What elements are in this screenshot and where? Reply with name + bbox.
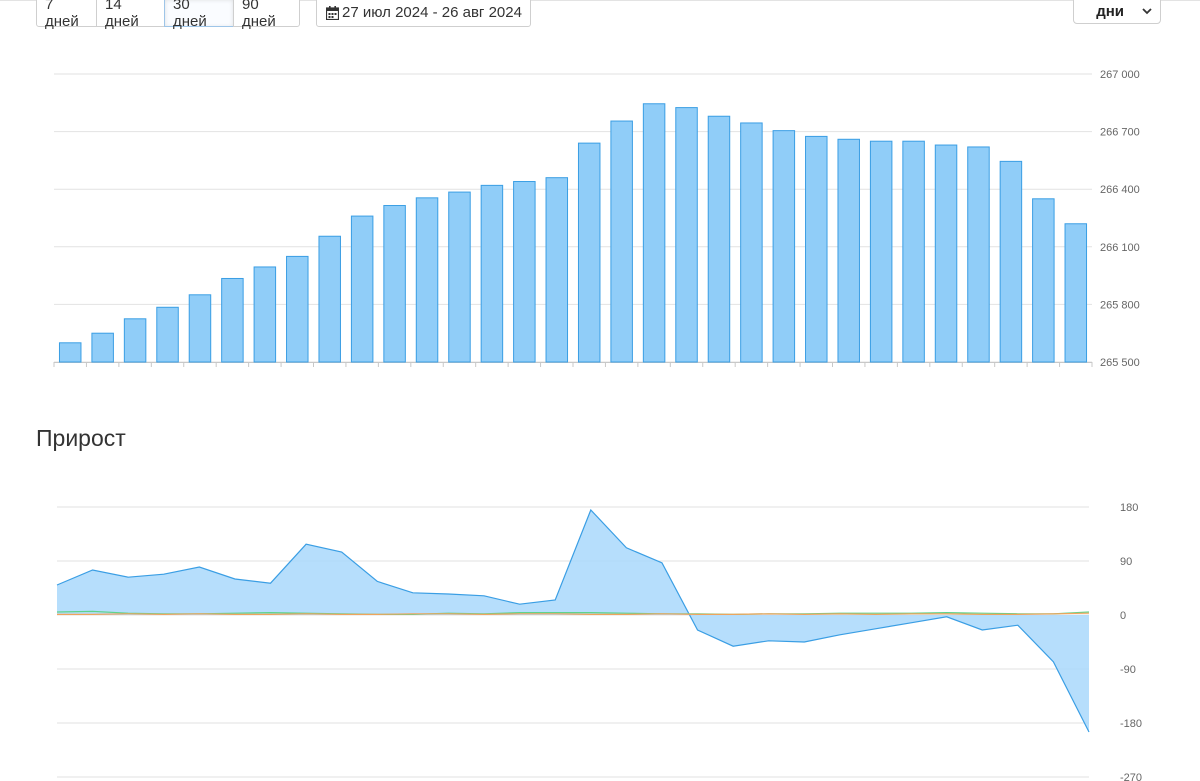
y-tick-label: -90 <box>1120 664 1136 676</box>
bar <box>740 122 763 363</box>
granularity-value: дни <box>1096 2 1124 20</box>
y-tick-label: 265 800 <box>1100 299 1140 311</box>
bar <box>286 255 309 363</box>
date-range-label: 27 июл 2024 - 26 авг 2024 <box>342 4 522 21</box>
date-range-picker[interactable]: 27 июл 2024 - 26 авг 2024 <box>316 0 531 27</box>
growth-title: Прирост <box>36 425 126 451</box>
period-90-button[interactable]: 90 дней <box>233 0 300 30</box>
bar <box>577 142 601 363</box>
bar <box>902 140 925 363</box>
growth-area-chart: 180 90 0 -90 -180 -270 <box>56 502 1142 781</box>
bar <box>642 103 666 363</box>
growth-line <box>56 508 1090 733</box>
chevron-down-icon <box>1142 7 1152 14</box>
bar <box>999 160 1023 363</box>
bar <box>1064 223 1088 363</box>
y-tick-label: -270 <box>1120 772 1142 781</box>
calendar-icon <box>326 5 339 20</box>
bar <box>675 107 698 363</box>
y-tick-label: 266 400 <box>1100 184 1140 196</box>
bar <box>934 144 958 363</box>
bar <box>383 205 406 363</box>
period-14-button[interactable]: 14 дней <box>96 0 165 30</box>
period-30-button[interactable]: 30 дней <box>164 0 234 30</box>
bar <box>448 191 471 363</box>
bar-chart: 267 000 266 700 266 400 266 100 265 800 265 5… <box>53 69 1140 369</box>
bar <box>837 138 860 363</box>
bar <box>253 266 277 363</box>
bar <box>188 294 212 363</box>
period-7-button[interactable]: 7 дней <box>36 0 97 30</box>
granularity-select[interactable]: дни <box>1073 0 1161 24</box>
divider <box>0 0 1200 1</box>
bar <box>58 342 82 363</box>
bar <box>707 115 731 363</box>
y-tick-label: 0 <box>1120 610 1126 622</box>
bar <box>610 120 633 363</box>
y-tick-label: 266 100 <box>1100 242 1140 254</box>
secondary-series-line <box>56 610 1090 616</box>
bar <box>350 215 374 363</box>
bar <box>91 332 114 363</box>
y-tick-label: 267 000 <box>1100 69 1140 81</box>
bar <box>869 140 893 363</box>
bar <box>513 181 536 363</box>
bar <box>221 277 244 363</box>
bar <box>415 197 439 363</box>
y-tick-label: 180 <box>1120 502 1138 514</box>
period-selector: 7 дней 14 дней 30 дней 90 дней <box>36 0 300 30</box>
bar <box>480 184 504 363</box>
bar <box>156 306 179 363</box>
bar <box>772 130 796 363</box>
bar <box>967 146 990 363</box>
secondary-series-line <box>57 612 1090 616</box>
bar <box>805 135 828 363</box>
y-tick-label: -180 <box>1120 718 1142 730</box>
y-tick-label: 90 <box>1120 556 1132 568</box>
y-tick-label: 265 500 <box>1100 357 1140 369</box>
bar <box>545 177 569 363</box>
growth-area <box>57 510 1089 732</box>
bar <box>318 235 341 363</box>
bar <box>123 318 147 363</box>
toolbar: 7 дней 14 дней 30 дней 90 дней 27 июл 20… <box>0 0 1200 30</box>
bar <box>1032 198 1055 363</box>
y-tick-label: 266 700 <box>1100 127 1140 139</box>
